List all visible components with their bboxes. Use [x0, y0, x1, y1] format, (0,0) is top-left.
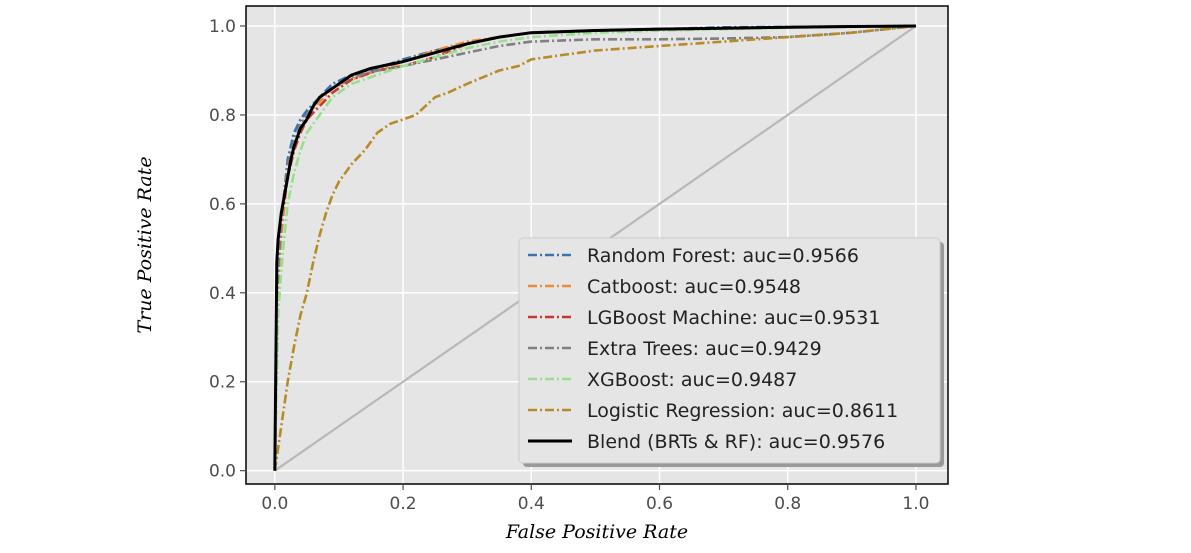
- y-tick-label: 0.6: [209, 195, 236, 215]
- y-tick-label: 1.0: [209, 17, 236, 37]
- series-line-6: [273, 24, 916, 471]
- y-tick-label: 0.8: [209, 106, 236, 126]
- legend-label-4: XGBoost: auc=0.9487: [587, 369, 797, 391]
- x-tick-label: 0.4: [518, 494, 545, 514]
- legend-label-1: Catboost: auc=0.9548: [587, 276, 801, 298]
- x-tick-label: 0.6: [646, 494, 673, 514]
- legend-label-3: Extra Trees: auc=0.9429: [587, 338, 822, 360]
- x-tick-label: 0.0: [261, 494, 288, 514]
- y-tick-label: 0.0: [209, 462, 236, 482]
- y-tick-label: 0.4: [209, 284, 236, 304]
- legend-label-5: Logistic Regression: auc=0.8611: [587, 400, 898, 422]
- x-tick-label: 0.2: [390, 494, 417, 514]
- legend-label-0: Random Forest: auc=0.9566: [587, 245, 859, 267]
- series-line-3: [273, 24, 917, 471]
- x-tick-label: 0.8: [774, 494, 801, 514]
- series-line-5: [273, 24, 917, 471]
- legend-label-2: LGBoost Machine: auc=0.9531: [587, 307, 881, 329]
- x-tick-label: 1.0: [902, 494, 929, 514]
- legend-box: [518, 237, 941, 464]
- legend: Random Forest: auc=0.9566 Catboost: auc=0…: [518, 237, 944, 467]
- y-axis-ticks: 0.0 0.2 0.4 0.6 0.8 1.0: [209, 17, 246, 482]
- legend-label-6: Blend (BRTs & RF): auc=0.9576: [587, 431, 885, 453]
- x-axis-label: False Positive Rate: [505, 521, 688, 543]
- plot-frame: [245, 5, 949, 485]
- x-axis-ticks: 0.0 0.2 0.4 0.6 0.8 1.0: [261, 484, 929, 514]
- series-group: [273, 24, 917, 471]
- y-axis-label: True Positive Rate: [134, 156, 156, 333]
- y-tick-label: 0.2: [209, 373, 236, 393]
